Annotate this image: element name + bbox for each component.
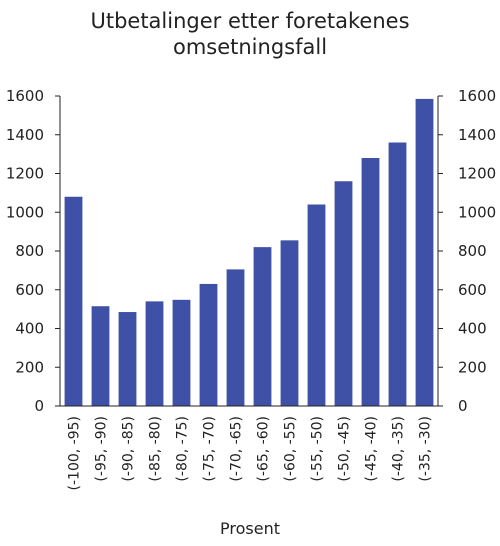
left-y-axis: 0 200 400 600 800 1000 1200 1400 1600 [6, 87, 60, 415]
bar [415, 98, 434, 406]
bar [64, 196, 83, 406]
bar [334, 181, 353, 406]
chart-title-line-1: Utbetalinger etter foretakenes [90, 9, 409, 33]
bars [64, 98, 434, 406]
bar [307, 204, 326, 406]
left-tick-label: 1000 [6, 203, 44, 221]
x-tick-label: (-85, -80) [148, 416, 164, 482]
x-tick-label: (-50, -45) [337, 416, 353, 482]
bar [199, 283, 218, 406]
bar [280, 240, 299, 406]
bar [361, 158, 380, 406]
bar [145, 301, 164, 406]
right-tick-label: 400 [458, 320, 487, 338]
left-tick-label: 0 [34, 397, 44, 415]
bar [253, 247, 272, 406]
x-tick-label: (-55, -50) [310, 416, 326, 482]
x-axis-title: Prosent [220, 519, 280, 538]
right-tick-label: 0 [458, 397, 468, 415]
x-tick-label: (-40, -35) [391, 416, 407, 482]
left-tick-label: 1200 [6, 165, 44, 183]
x-axis-labels: (-100, -95) (-95, -90) (-90, -85) (-85, -80… [67, 416, 434, 490]
x-tick-label: (-95, -90) [94, 416, 110, 482]
bar [172, 299, 191, 406]
x-tick-label: (-100, -95) [67, 416, 83, 490]
right-tick-label: 600 [458, 281, 487, 299]
x-tick-label: (-75, -70) [202, 416, 218, 482]
x-tick-label: (-70, -65) [229, 416, 245, 482]
bar [388, 142, 407, 406]
right-tick-label: 1400 [458, 126, 496, 144]
chart-title-line-2: omsetningsfall [173, 35, 327, 59]
left-tick-label: 600 [15, 281, 44, 299]
right-y-axis: 0 200 400 600 800 1000 1200 1400 1600 [438, 87, 496, 415]
left-tick-label: 800 [15, 242, 44, 260]
x-tick-label: (-60, -55) [283, 416, 299, 482]
right-tick-label: 800 [458, 242, 487, 260]
left-tick-label: 1600 [6, 87, 44, 105]
left-tick-label: 200 [15, 358, 44, 376]
bar [226, 269, 245, 406]
x-tick-label: (-80, -75) [175, 416, 191, 482]
x-tick-label: (-45, -40) [364, 416, 380, 482]
left-tick-label: 1400 [6, 126, 44, 144]
right-tick-label: 1600 [458, 87, 496, 105]
right-tick-label: 200 [458, 358, 487, 376]
bar [91, 306, 110, 406]
bar [118, 312, 137, 406]
left-tick-label: 400 [15, 320, 44, 338]
x-tick-label: (-65, -60) [256, 416, 272, 482]
x-tick-label: (-35, -30) [418, 416, 434, 482]
right-tick-label: 1200 [458, 165, 496, 183]
x-tick-label: (-90, -85) [121, 416, 137, 482]
right-tick-label: 1000 [458, 203, 496, 221]
